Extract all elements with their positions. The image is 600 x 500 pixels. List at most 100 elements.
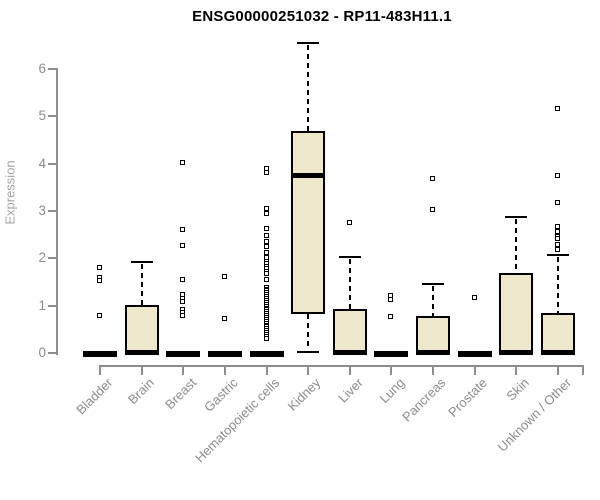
x-tick-label: Unknown / Other (494, 375, 574, 455)
x-tick (99, 367, 101, 375)
outlier-point (263, 170, 269, 176)
outlier-point (388, 314, 394, 320)
median-pancreas (416, 350, 451, 355)
outlier-point (555, 246, 561, 252)
y-tick (48, 210, 56, 212)
outlier-point (555, 172, 561, 178)
whisker-upper-liver (348, 258, 351, 309)
y-axis-title: Expression (2, 160, 18, 225)
box-liver (332, 308, 367, 353)
x-tick-label: Bladder (73, 375, 116, 418)
outlier-point (263, 225, 269, 231)
whisker-lower-kidney (307, 314, 310, 350)
x-axis-line (99, 365, 584, 367)
whisker-cap-upper-liver (338, 255, 361, 258)
median-gastric (207, 351, 242, 357)
y-tick-label: 1 (38, 297, 46, 313)
x-tick-label: Lung (376, 375, 408, 407)
outlier-point (263, 211, 269, 217)
y-tick-label: 2 (38, 250, 46, 266)
outlier-point (471, 294, 477, 300)
whisker-upper-brain (140, 264, 143, 305)
whisker-cap-upper-brain (130, 261, 153, 264)
box-unknown-other (541, 312, 576, 353)
x-tick (348, 367, 351, 375)
outlier-point (180, 159, 186, 165)
box-kidney (291, 130, 326, 315)
outlier-point (555, 229, 561, 235)
whisker-upper-kidney (307, 44, 310, 131)
median-lung (374, 351, 409, 357)
outlier-point (263, 249, 269, 255)
x-tick (223, 367, 226, 375)
median-skin (499, 350, 534, 355)
x-tick-label: Pancreas (399, 375, 449, 425)
y-tick-label: 4 (38, 155, 46, 171)
outlier-point (430, 207, 436, 213)
y-axis-line (56, 68, 58, 355)
outlier-point (221, 274, 227, 280)
x-tick (307, 367, 310, 375)
outlier-point (555, 224, 561, 230)
y-tick-label: 3 (38, 203, 46, 218)
x-tick-label: Gastric (200, 375, 241, 415)
whisker-upper-pancreas (432, 286, 435, 317)
median-prostate (457, 351, 492, 357)
median-hematopoietic-cells (249, 351, 284, 357)
y-tick-label: 5 (38, 108, 46, 124)
median-brain (124, 350, 159, 355)
outlier-point (555, 106, 561, 112)
outlier-point (263, 238, 269, 244)
chart-title: ENSG00000251032 - RP11-483H11.1 (192, 8, 452, 25)
y-tick-label: 0 (38, 345, 46, 360)
x-tick (557, 367, 560, 375)
x-tick-label: Prostate (445, 375, 491, 420)
whisker-upper-unknown-other (557, 257, 560, 313)
x-tick (582, 367, 584, 375)
whisker-upper-skin (515, 218, 518, 274)
outlier-point (221, 315, 227, 321)
y-tick (48, 352, 56, 354)
outlier-point (346, 219, 352, 225)
outlier-point (388, 296, 394, 302)
outlier-point (97, 278, 102, 284)
outlier-point (97, 313, 102, 319)
whisker-cap-upper-kidney (297, 41, 320, 44)
outlier-point (263, 244, 269, 250)
y-tick (48, 115, 56, 118)
x-tick (265, 367, 268, 375)
x-tick (182, 367, 185, 375)
outlier-point (180, 298, 186, 304)
outlier-point (180, 242, 186, 248)
x-tick-label: Brain (125, 375, 158, 408)
y-tick (48, 257, 56, 260)
outlier-point (263, 335, 269, 341)
outlier-point (263, 205, 269, 211)
x-tick-label: Breast (161, 375, 199, 413)
x-tick (390, 367, 393, 375)
x-tick-label: Kidney (285, 375, 324, 414)
outlier-point (97, 264, 102, 270)
y-tick (48, 304, 56, 307)
outlier-point (263, 232, 269, 238)
median-breast (166, 351, 201, 357)
y-tick (48, 162, 56, 165)
median-unknown-other (541, 350, 576, 355)
whisker-cap-upper-unknown-other (547, 254, 570, 257)
x-tick (473, 367, 476, 375)
box-pancreas (416, 316, 451, 353)
outlier-point (180, 226, 186, 232)
whisker-cap-lower-kidney (297, 350, 320, 353)
outlier-point (180, 276, 186, 282)
median-kidney (291, 172, 326, 178)
outlier-point (555, 236, 561, 242)
whisker-cap-upper-skin (505, 215, 528, 218)
x-tick (140, 367, 143, 375)
outlier-point (263, 276, 269, 282)
box-brain (124, 304, 159, 353)
outlier-point (180, 313, 186, 319)
whisker-cap-upper-pancreas (422, 283, 445, 286)
median-liver (332, 350, 367, 355)
outlier-point (430, 175, 436, 181)
